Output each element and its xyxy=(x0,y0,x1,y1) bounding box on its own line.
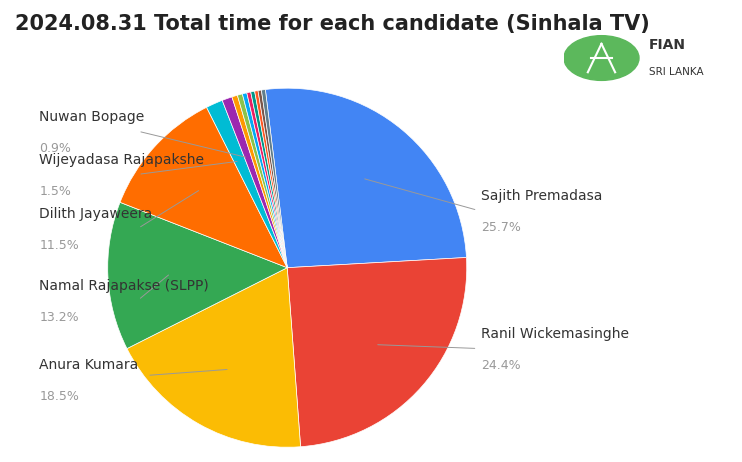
Wedge shape xyxy=(261,90,287,267)
Wedge shape xyxy=(232,95,287,267)
Wedge shape xyxy=(223,97,287,267)
Wedge shape xyxy=(127,267,301,447)
Text: 0.9%: 0.9% xyxy=(39,142,71,155)
Text: 18.5%: 18.5% xyxy=(39,390,79,403)
Text: 13.2%: 13.2% xyxy=(39,311,79,324)
Wedge shape xyxy=(108,202,287,349)
Wedge shape xyxy=(251,91,287,267)
Text: SRI LANKA: SRI LANKA xyxy=(649,67,704,77)
Wedge shape xyxy=(255,91,287,267)
Wedge shape xyxy=(266,88,467,267)
Wedge shape xyxy=(243,93,287,267)
Text: Wijeyadasa Rajapakshe: Wijeyadasa Rajapakshe xyxy=(39,153,205,167)
Text: Dilith Jayaweera: Dilith Jayaweera xyxy=(39,207,153,221)
Text: FIAN: FIAN xyxy=(649,38,686,52)
Text: Namal Rajapakse (SLPP): Namal Rajapakse (SLPP) xyxy=(39,279,209,293)
Text: Ranil Wickemasinghe: Ranil Wickemasinghe xyxy=(481,327,629,341)
Text: 1.5%: 1.5% xyxy=(39,185,71,198)
Wedge shape xyxy=(287,257,467,447)
Wedge shape xyxy=(247,92,287,267)
Text: 11.5%: 11.5% xyxy=(39,239,79,252)
Text: 25.7%: 25.7% xyxy=(481,221,521,234)
Wedge shape xyxy=(237,94,287,267)
Text: Sajith Premadasa: Sajith Premadasa xyxy=(481,189,603,203)
Wedge shape xyxy=(258,90,287,267)
Text: 24.4%: 24.4% xyxy=(481,359,521,372)
Wedge shape xyxy=(120,107,287,267)
Wedge shape xyxy=(206,100,287,267)
Text: Nuwan Bopage: Nuwan Bopage xyxy=(39,110,145,124)
Text: Anura Kumara: Anura Kumara xyxy=(39,358,139,372)
Circle shape xyxy=(564,36,639,80)
Text: 2024.08.31 Total time for each candidate (Sinhala TV): 2024.08.31 Total time for each candidate… xyxy=(15,14,649,34)
